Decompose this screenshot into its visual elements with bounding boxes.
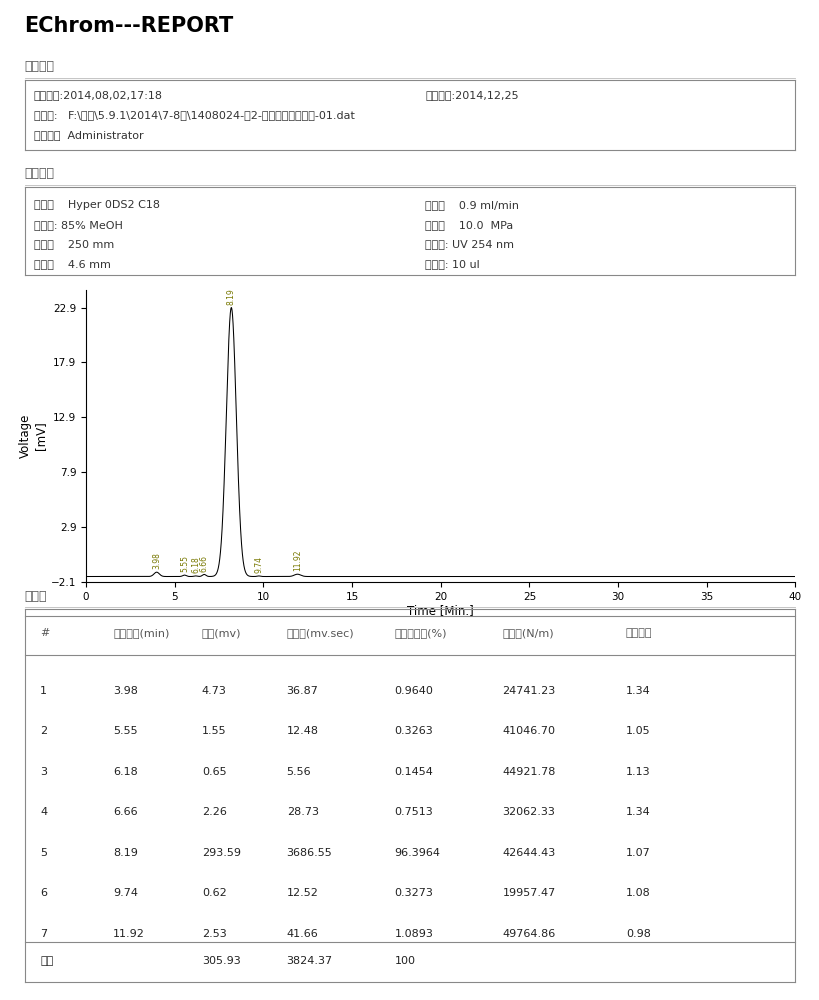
Text: 0.7513: 0.7513 bbox=[394, 807, 432, 817]
Text: 49764.86: 49764.86 bbox=[502, 929, 555, 939]
Text: 5.55: 5.55 bbox=[180, 555, 189, 572]
Text: 6.18: 6.18 bbox=[113, 767, 138, 777]
Text: 9.74: 9.74 bbox=[113, 888, 138, 898]
Text: 1.08: 1.08 bbox=[625, 888, 649, 898]
Text: 6.18: 6.18 bbox=[191, 556, 200, 573]
Text: 塔板数(N/m): 塔板数(N/m) bbox=[502, 628, 554, 638]
Text: 1.34: 1.34 bbox=[625, 807, 649, 817]
Text: 293.59: 293.59 bbox=[201, 848, 241, 858]
Text: 7: 7 bbox=[40, 929, 47, 939]
Text: 0.9640: 0.9640 bbox=[394, 686, 433, 696]
Text: 柱径：    4.6 mm: 柱径： 4.6 mm bbox=[34, 259, 111, 269]
Y-axis label: Voltage
[mV]: Voltage [mV] bbox=[19, 414, 47, 458]
Text: 压力：    10.0  MPa: 压力： 10.0 MPa bbox=[425, 220, 513, 230]
Text: 峰面积(mv.sec): 峰面积(mv.sec) bbox=[287, 628, 354, 638]
Text: 打印日期:2014,12,25: 打印日期:2014,12,25 bbox=[425, 90, 518, 100]
Text: 2.53: 2.53 bbox=[201, 929, 226, 939]
Text: 检测器: UV 254 nm: 检测器: UV 254 nm bbox=[425, 239, 514, 249]
Text: 28.73: 28.73 bbox=[287, 807, 319, 817]
Text: 6.66: 6.66 bbox=[200, 555, 209, 572]
Text: 8.19: 8.19 bbox=[227, 288, 236, 305]
Text: 6: 6 bbox=[40, 888, 47, 898]
Text: 组分表: 组分表 bbox=[25, 590, 47, 603]
Text: 96.3964: 96.3964 bbox=[394, 848, 440, 858]
Text: 100: 100 bbox=[394, 956, 415, 966]
Text: 0.1454: 0.1454 bbox=[394, 767, 433, 777]
Text: 拖尾因子: 拖尾因子 bbox=[625, 628, 652, 638]
Text: 11.92: 11.92 bbox=[292, 550, 301, 571]
Text: 保留时间(min): 保留时间(min) bbox=[113, 628, 170, 638]
Text: 41046.70: 41046.70 bbox=[502, 726, 554, 736]
Text: 3824.37: 3824.37 bbox=[287, 956, 333, 966]
Text: 文件名:   F:\图谱\5.9.1\2014\7-8月\1408024-（2-羟乙基砜硫酸酯）-01.dat: 文件名: F:\图谱\5.9.1\2014\7-8月\1408024-（2-羟乙… bbox=[34, 110, 355, 120]
Text: 41.66: 41.66 bbox=[287, 929, 318, 939]
Text: 5.56: 5.56 bbox=[287, 767, 311, 777]
Text: 材料：    Hyper 0DS2 C18: 材料： Hyper 0DS2 C18 bbox=[34, 200, 160, 210]
Text: 1.05: 1.05 bbox=[625, 726, 649, 736]
Text: 36.87: 36.87 bbox=[287, 686, 318, 696]
Text: 1.07: 1.07 bbox=[625, 848, 649, 858]
Text: 峰高(mv): 峰高(mv) bbox=[201, 628, 241, 638]
Text: 42644.43: 42644.43 bbox=[502, 848, 555, 858]
Text: EChrom---REPORT: EChrom---REPORT bbox=[25, 16, 233, 36]
Text: 实验条件: 实验条件 bbox=[25, 167, 55, 180]
Text: 0.3263: 0.3263 bbox=[394, 726, 432, 736]
Text: 8.19: 8.19 bbox=[113, 848, 138, 858]
Text: 2: 2 bbox=[40, 726, 47, 736]
Text: 4: 4 bbox=[40, 807, 47, 817]
Text: 3.98: 3.98 bbox=[113, 686, 138, 696]
Text: 12.52: 12.52 bbox=[287, 888, 318, 898]
Text: 0.65: 0.65 bbox=[201, 767, 226, 777]
Text: 11.92: 11.92 bbox=[113, 929, 145, 939]
Text: 1.55: 1.55 bbox=[201, 726, 226, 736]
Text: 6.66: 6.66 bbox=[113, 807, 138, 817]
Text: 44921.78: 44921.78 bbox=[502, 767, 555, 777]
Text: 面积百分比(%): 面积百分比(%) bbox=[394, 628, 446, 638]
Text: 5: 5 bbox=[40, 848, 47, 858]
Text: #: # bbox=[40, 628, 49, 638]
Text: 1.0893: 1.0893 bbox=[394, 929, 433, 939]
Text: 24741.23: 24741.23 bbox=[502, 686, 555, 696]
Text: 32062.33: 32062.33 bbox=[502, 807, 554, 817]
Text: 19957.47: 19957.47 bbox=[502, 888, 555, 898]
Text: 2.26: 2.26 bbox=[201, 807, 227, 817]
Text: 柱长：    250 mm: 柱长： 250 mm bbox=[34, 239, 114, 249]
Text: 1.13: 1.13 bbox=[625, 767, 649, 777]
Text: 一般信息: 一般信息 bbox=[25, 60, 55, 73]
Text: 3: 3 bbox=[40, 767, 47, 777]
Text: 0.3273: 0.3273 bbox=[394, 888, 433, 898]
Text: 0.62: 0.62 bbox=[201, 888, 226, 898]
Text: 9.74: 9.74 bbox=[254, 556, 263, 573]
Text: 4.73: 4.73 bbox=[201, 686, 227, 696]
Text: 0.98: 0.98 bbox=[625, 929, 650, 939]
Text: 1: 1 bbox=[40, 686, 47, 696]
Text: 进样量: 10 ul: 进样量: 10 ul bbox=[425, 259, 480, 269]
Text: 合计: 合计 bbox=[40, 956, 53, 966]
Text: 流动相: 85% MeOH: 流动相: 85% MeOH bbox=[34, 220, 123, 230]
Text: 305.93: 305.93 bbox=[201, 956, 240, 966]
Text: 3686.55: 3686.55 bbox=[287, 848, 332, 858]
Text: 操作者：  Administrator: 操作者： Administrator bbox=[34, 130, 143, 140]
Text: 3.98: 3.98 bbox=[152, 553, 161, 569]
Text: 分析日期:2014,08,02,17:18: 分析日期:2014,08,02,17:18 bbox=[34, 90, 163, 100]
Text: 1.34: 1.34 bbox=[625, 686, 649, 696]
Text: 12.48: 12.48 bbox=[287, 726, 319, 736]
X-axis label: Time [Min.]: Time [Min.] bbox=[407, 604, 473, 617]
Text: 流速：    0.9 ml/min: 流速： 0.9 ml/min bbox=[425, 200, 518, 210]
Text: 5.55: 5.55 bbox=[113, 726, 138, 736]
